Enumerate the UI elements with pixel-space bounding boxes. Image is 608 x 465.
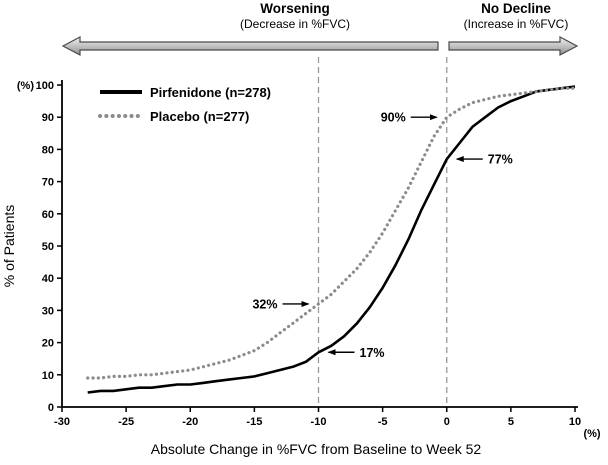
annotation-label-77%: 77% — [488, 153, 513, 167]
no-decline-title: No Decline — [481, 1, 551, 16]
x-tick-label: -25 — [118, 416, 134, 428]
x-axis-title: Absolute Change in %FVC from Baseline to… — [151, 441, 482, 457]
worsening-title: Worsening — [260, 1, 330, 16]
no-decline-direction-arrow — [448, 36, 579, 56]
legend-pirfenidone-label: Pirfenidone (n=278) — [150, 85, 271, 100]
annotation-label-17%: 17% — [360, 346, 385, 360]
x-tick-label: -10 — [311, 416, 327, 428]
y-tick-label: 10 — [42, 370, 54, 382]
y-tick-label: 100 — [36, 80, 54, 92]
x-axis-unit-label: (%) — [583, 428, 600, 440]
y-tick-label: 70 — [42, 177, 54, 189]
legend-placebo-label: Placebo (n=277) — [150, 109, 249, 124]
x-tick-label: -30 — [54, 416, 70, 428]
annotation-label-90%: 90% — [381, 111, 406, 125]
x-tick-label: 10 — [569, 416, 581, 428]
x-tick-label: 0 — [444, 416, 450, 428]
y-axis-unit-label: (%) — [17, 80, 34, 92]
curves-group — [86, 85, 577, 394]
y-tick-label: 50 — [42, 241, 54, 253]
y-tick-label: 60 — [42, 209, 54, 221]
curve-pirfenidone — [87, 85, 576, 394]
x-tick-label: -5 — [378, 416, 388, 428]
axis-ticks-group: -30 -25 -20 -15 -10 -5 0 5 100102030405060708090… — [36, 80, 581, 428]
y-tick-label: 80 — [42, 144, 54, 156]
y-tick-label: 30 — [42, 305, 54, 317]
worsening-subtitle: (Decrease in %FVC) — [240, 17, 350, 31]
annotation-label-32%: 32% — [252, 297, 277, 311]
no-decline-subtitle: (Increase in %FVC) — [464, 17, 569, 31]
curve-placebo — [86, 86, 577, 380]
y-axis-title: % of Patients — [1, 205, 17, 288]
annotations-group: 90% 77% 32% 17% — [252, 111, 512, 360]
y-tick-label: 0 — [48, 402, 54, 414]
legend: Pirfenidone (n=278) Placebo (n=277) — [98, 85, 271, 124]
x-tick-label: -15 — [246, 416, 262, 428]
x-tick-label: -20 — [182, 416, 198, 428]
y-tick-label: 40 — [42, 273, 54, 285]
y-tick-label: 90 — [42, 112, 54, 124]
y-tick-label: 20 — [42, 338, 54, 350]
x-tick-label: 5 — [508, 416, 514, 428]
worsening-direction-arrow — [61, 36, 439, 56]
reference-lines-group — [317, 57, 448, 407]
